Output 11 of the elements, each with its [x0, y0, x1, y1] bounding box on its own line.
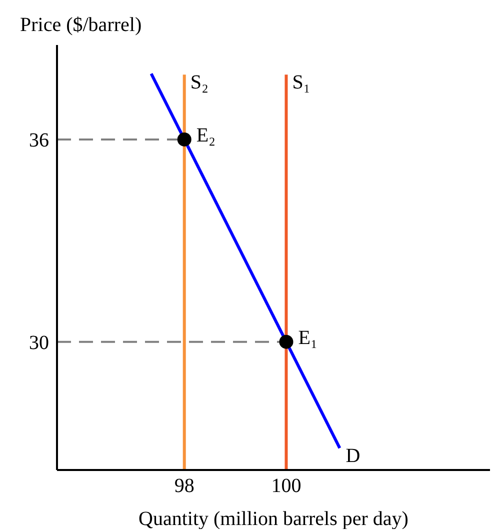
series-label: D: [346, 445, 360, 468]
series-label: E₁: [298, 326, 318, 349]
y-axis-title: Price ($/barrel): [20, 14, 142, 37]
series-label: S₂: [190, 72, 208, 94]
x-tick-label: 100: [271, 475, 302, 498]
series-label: S₁: [292, 72, 310, 94]
y-tick-label: 36: [29, 130, 49, 152]
x-tick-label: 98: [174, 475, 194, 498]
x-axis-title: Quantity (million barrels per day): [138, 508, 408, 530]
y-tick-label: 30: [29, 332, 49, 354]
series-label: E₂: [196, 124, 216, 146]
